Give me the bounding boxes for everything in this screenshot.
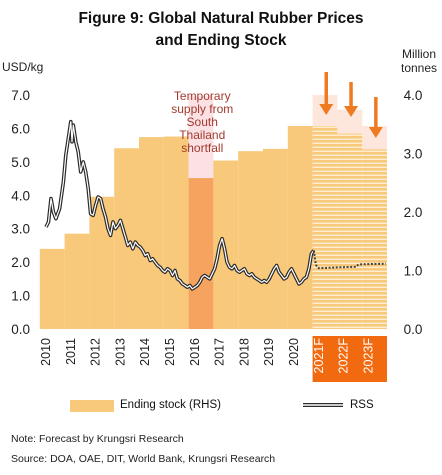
annotation-line-2: supply from: [171, 102, 233, 116]
left-tick-label: 6.0: [11, 121, 30, 136]
forecast-arrow-head-0: [319, 104, 334, 115]
source-note: Source: DOA, OAE, DIT, World Bank, Krung…: [11, 453, 276, 465]
x-tick-label: 2011: [64, 338, 78, 365]
legend-swatch-ending-stock: [70, 400, 114, 412]
right-tick-label: 3.0: [404, 147, 423, 162]
x-tick-label: 2012: [89, 338, 103, 366]
x-tick-label: 2015: [163, 338, 177, 366]
x-tick-label: 2021F: [312, 338, 326, 374]
annotation-line-5: shortfall: [181, 141, 223, 155]
x-tick-label: 2017: [213, 338, 227, 366]
stock-bar-12: [337, 133, 363, 329]
x-tick-label: 2013: [113, 338, 127, 366]
left-tick-label: 7.0: [11, 88, 30, 103]
forecast-note: Note: Forecast by Krungsri Research: [11, 433, 184, 445]
annotation-line-3: South: [187, 115, 218, 129]
stock-bar-5: [163, 136, 189, 329]
right-axis-unit-line-1: Million: [401, 47, 436, 61]
stock-bar-13: [362, 149, 387, 329]
stock-bar-7: [213, 160, 239, 329]
legend-label-rss: RSS: [350, 399, 374, 411]
legend: Ending stock (RHS) RSS: [70, 397, 400, 415]
left-tick-label: 4.0: [11, 188, 30, 203]
right-tick-label: 4.0: [404, 88, 423, 103]
left-tick-label: 3.0: [11, 222, 30, 237]
forecast-range-band-2: [362, 126, 387, 150]
x-tick-label: 2018: [237, 338, 251, 366]
stock-bar-2: [89, 196, 115, 329]
legend-label-ending-stock: Ending stock (RHS): [120, 399, 221, 411]
forecast-arrow-head-1: [344, 106, 359, 117]
x-tick-label: 2016: [188, 338, 202, 366]
left-axis: 0.0 1.0 2.0 3.0 4.0 5.0 6.0 7.0: [11, 88, 30, 337]
right-axis-unit-line-2: tonnes: [400, 61, 438, 75]
left-tick-label: 5.0: [11, 155, 30, 170]
annotation-line-1: Temporary: [174, 89, 231, 103]
x-tick-label: 2023F: [361, 338, 375, 374]
right-axis-unit: Million tonnes: [396, 47, 442, 75]
chart-title: Figure 9: Global Natural Rubber Prices a…: [0, 8, 442, 52]
highlight-band-top: [188, 96, 214, 179]
chart-title-line-1: Figure 9: Global Natural Rubber Prices: [78, 10, 364, 27]
right-tick-label: 1.0: [404, 264, 423, 279]
left-tick-label: 1.0: [11, 289, 30, 304]
x-axis: 2010 2011 2012 2013 2014 2015 2016 2017 2018 2019…: [39, 338, 375, 374]
right-tick-label: 2.0: [404, 205, 423, 220]
stock-bar-1: [64, 233, 90, 329]
right-tick-label: 0.0: [404, 322, 423, 337]
stock-bar-6: [188, 178, 214, 329]
chart-title-line-2: and Ending Stock: [155, 32, 287, 49]
x-tick-label: 2014: [138, 338, 152, 366]
left-axis-unit: USD/kg: [2, 60, 44, 74]
annotation-line-4: Thailand: [179, 128, 225, 142]
right-axis: 0.0 1.0 2.0 3.0 4.0: [404, 88, 423, 337]
rss-line-group: [44, 119, 386, 291]
stock-bar-10: [287, 126, 313, 329]
rss-line: [45, 121, 315, 290]
left-tick-label: 0.0: [11, 322, 30, 337]
x-tick-label: 2010: [39, 338, 53, 366]
forecast-label-box: [312, 336, 387, 382]
forecast-range-band-1: [337, 109, 363, 134]
forecast-label-box-group: [312, 336, 387, 382]
left-tick-label: 2.0: [11, 255, 30, 270]
legend-swatch-rss: [303, 403, 343, 407]
x-tick-label: 2022F: [337, 338, 351, 374]
forecast-arrow-head-2: [368, 127, 383, 138]
stock-bar-11: [312, 126, 338, 329]
rss-forecast-line: [312, 250, 386, 270]
x-tick-label: 2019: [262, 338, 276, 366]
stock-bar-0: [39, 248, 65, 329]
stock-bar-8: [238, 151, 263, 329]
x-tick-label: 2020: [287, 338, 301, 366]
stock-bar-4: [139, 137, 164, 329]
forecast-arrows-group: [319, 72, 383, 138]
stock-bar-9: [263, 148, 288, 329]
